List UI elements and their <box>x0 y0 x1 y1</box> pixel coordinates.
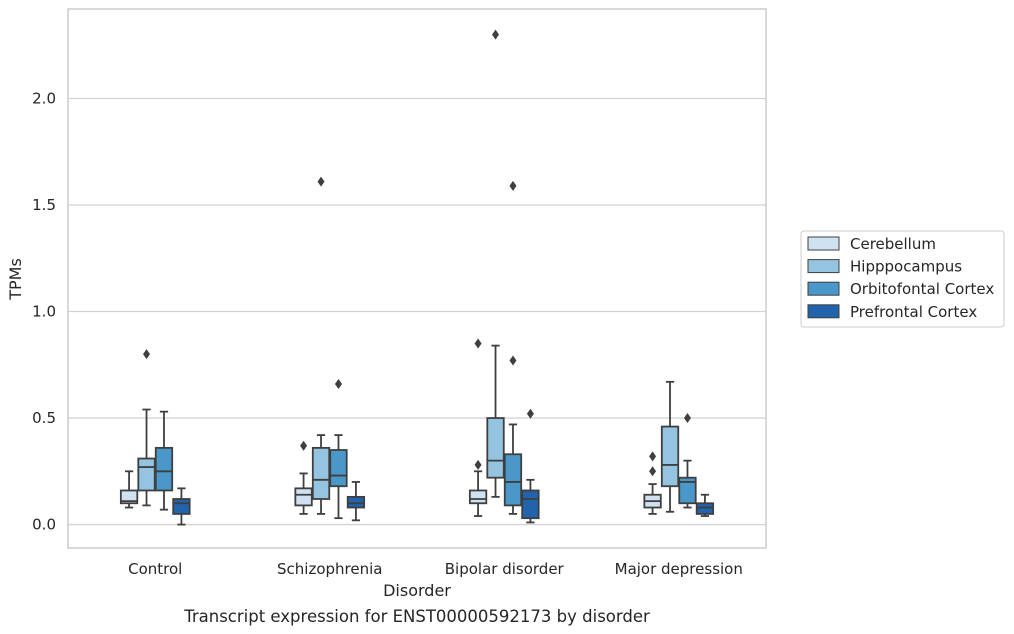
outlier-point <box>474 459 482 470</box>
outlier-point <box>509 180 517 191</box>
outlier-point <box>649 451 657 462</box>
legend-label: Prefrontal Cortex <box>850 303 977 321</box>
box-0-3 <box>172 487 191 526</box>
chart-caption: Transcript expression for ENST0000059217… <box>183 607 650 626</box>
outlier-point <box>649 466 657 477</box>
box-3-3 <box>695 493 715 517</box>
legend-label: Hipppocampus <box>850 258 962 276</box>
box-body <box>695 502 715 515</box>
outlier-point <box>474 338 482 349</box>
box-3-1 <box>660 380 680 513</box>
box-2-2 <box>503 180 523 515</box>
box-body <box>346 495 366 509</box>
box-body <box>678 476 697 505</box>
outlier-point <box>317 176 325 187</box>
legend-frame <box>800 230 1005 328</box>
box-body <box>660 425 680 488</box>
box-body <box>294 487 313 507</box>
box-2-1 <box>486 29 505 498</box>
legend-swatch <box>807 304 840 319</box>
box-3-2 <box>678 413 697 509</box>
box-body <box>311 446 331 500</box>
box-3-0 <box>643 451 662 515</box>
box-0-1 <box>137 349 156 507</box>
legend-swatch <box>807 259 840 274</box>
y-tick-label: 2.0 <box>32 89 56 107</box>
y-tick-label: 1.0 <box>32 303 56 321</box>
legend-label: Orbitofontal Cortex <box>850 280 994 298</box>
box-body <box>503 453 523 507</box>
box-body <box>119 489 139 505</box>
box-0-0 <box>119 470 139 509</box>
box-body <box>521 489 540 520</box>
box-body <box>468 489 488 505</box>
y-tick-label: 0.0 <box>32 516 56 534</box>
box-2-0 <box>468 338 488 517</box>
legend-swatch <box>807 236 840 251</box>
x-tick-label: Schizophrenia <box>277 560 382 578</box>
box-1-3 <box>346 481 366 522</box>
box-0-2 <box>154 410 174 511</box>
y-axis-label: TPMs <box>6 258 25 301</box>
legend-label: Cerebellum <box>850 235 936 253</box>
outlier-point <box>492 29 500 40</box>
box-body <box>154 446 174 492</box>
gridlines <box>68 97 766 526</box>
outlier-point <box>143 349 151 360</box>
box-body <box>172 498 191 515</box>
box-2-3 <box>521 408 540 524</box>
x-axis-ticks: Control Schizophrenia Bipolar disorder Majo… <box>128 560 743 578</box>
outlier-point <box>683 413 691 424</box>
plot-area-frame <box>67 8 767 549</box>
box-1-0 <box>294 440 313 515</box>
y-tick-label: 0.5 <box>32 409 56 427</box>
box-1-2 <box>329 378 348 520</box>
box-plot-series <box>119 29 715 526</box>
x-tick-label: Major depression <box>615 560 743 578</box>
y-tick-label: 1.5 <box>32 196 56 214</box>
legend-swatch <box>807 281 840 296</box>
box-body <box>486 417 505 479</box>
outlier-point <box>300 440 308 451</box>
outlier-point <box>334 378 342 389</box>
y-axis-ticks: 0.0 0.5 1.0 1.5 2.0 <box>32 89 56 533</box>
box-body <box>329 449 348 488</box>
legend: Cerebellum Hipppocampus Orbitofontal Corte… <box>800 230 1005 328</box>
box-body <box>137 457 156 492</box>
x-axis-label: Disorder <box>383 581 451 600</box>
x-tick-label: Bipolar disorder <box>445 560 565 578</box>
box-1-1 <box>311 176 331 515</box>
outlier-point <box>526 408 534 419</box>
x-tick-label: Control <box>128 560 182 578</box>
outlier-point <box>509 355 517 366</box>
